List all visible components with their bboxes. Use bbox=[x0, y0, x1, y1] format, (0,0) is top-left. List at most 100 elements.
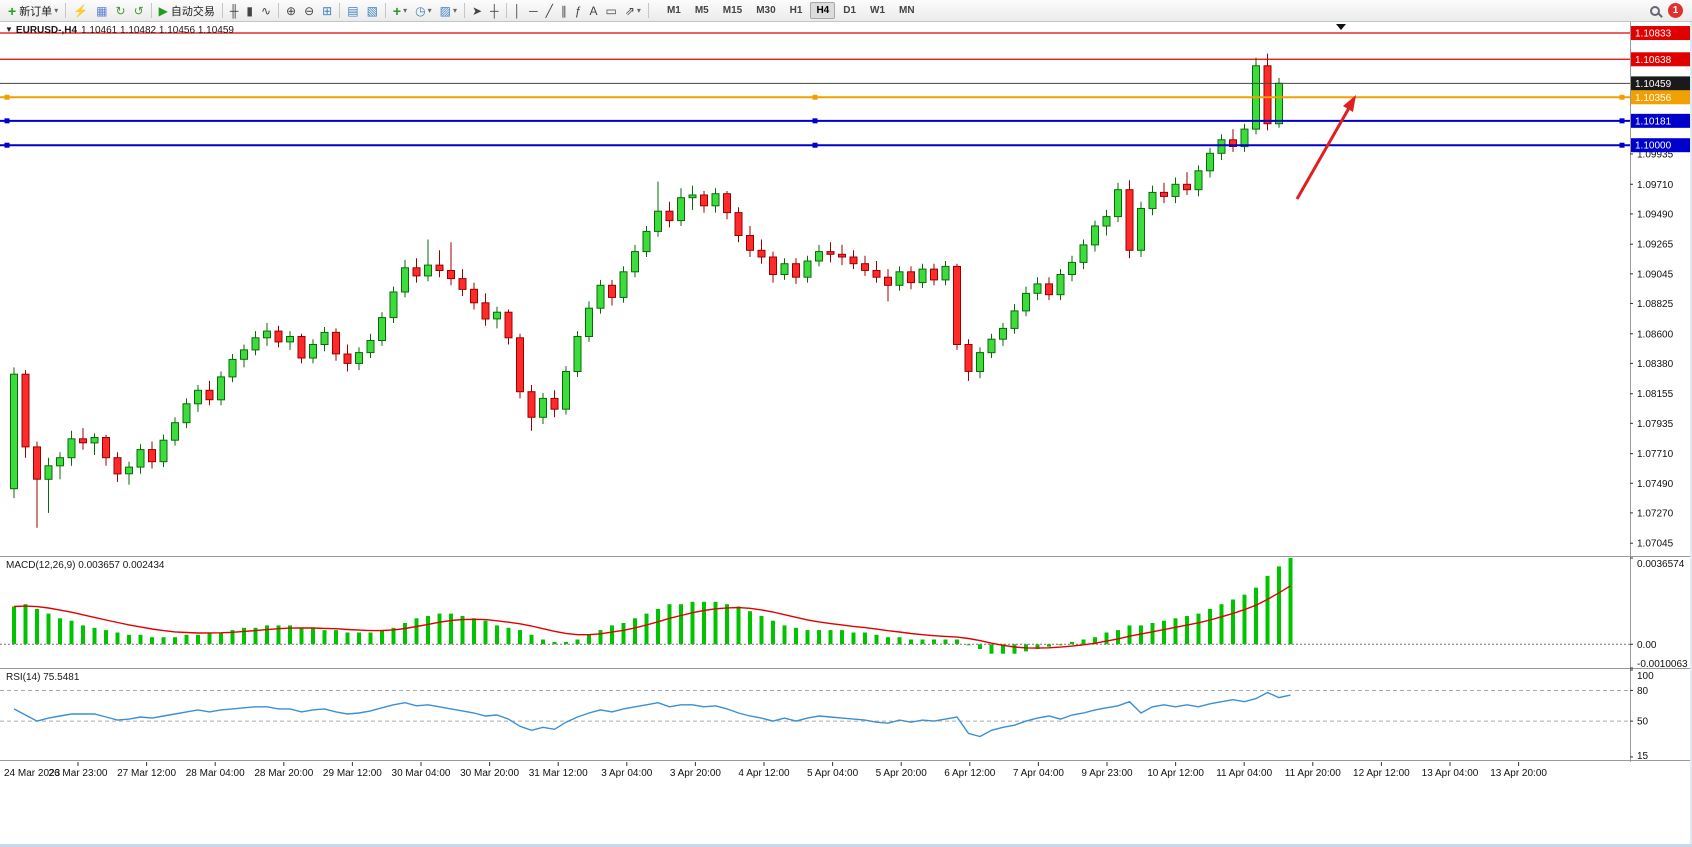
svg-text:1.07710: 1.07710 bbox=[1637, 449, 1674, 460]
arrows-button[interactable]: ⇗ ▾ bbox=[621, 2, 645, 20]
svg-text:3 Apr 04:00: 3 Apr 04:00 bbox=[601, 768, 653, 779]
one-click-trading-toggle-icon[interactable]: ▼ bbox=[5, 25, 13, 34]
candles-layer bbox=[10, 53, 1283, 528]
trendline-icon: ╱ bbox=[545, 3, 553, 18]
line-chart-button[interactable]: ∿ bbox=[257, 2, 275, 20]
svg-text:1.08825: 1.08825 bbox=[1637, 299, 1674, 310]
toolbar-separator bbox=[463, 3, 465, 18]
price-axis: 1.09935 1.09710 1.09490 1.09265 1.09045 1.088… bbox=[1630, 149, 1674, 550]
metaeditor-icon: ⚡ bbox=[73, 3, 89, 18]
text-label-icon: ▭ bbox=[605, 3, 617, 18]
svg-text:31 Mar 12:00: 31 Mar 12:00 bbox=[529, 768, 588, 779]
auto-trading-button[interactable]: ▶ 自动交易 bbox=[155, 2, 219, 20]
line-chart-icon: ∿ bbox=[260, 3, 272, 18]
search-icon[interactable] bbox=[1650, 5, 1660, 16]
indicators-button[interactable]: + ▾ bbox=[389, 2, 411, 20]
timeframe-w1-button[interactable]: W1 bbox=[870, 5, 886, 16]
trend-arrow[interactable] bbox=[1295, 95, 1356, 200]
toolbar-separator bbox=[150, 3, 152, 18]
channel-icon: ∥ bbox=[560, 3, 567, 18]
data-window-button[interactable]: ▤ bbox=[343, 2, 362, 20]
svg-text:27 Mar 12:00: 27 Mar 12:00 bbox=[117, 768, 176, 779]
timeframe-h4-button[interactable]: H4 bbox=[810, 2, 836, 19]
svg-text:26 Mar 23:00: 26 Mar 23:00 bbox=[49, 768, 108, 779]
timeframe-h1-button[interactable]: H1 bbox=[789, 5, 803, 16]
vertical-line-button[interactable]: │ bbox=[510, 2, 526, 20]
timeframe-m30-button[interactable]: M30 bbox=[756, 5, 776, 16]
caret-down-icon: ▾ bbox=[636, 6, 641, 15]
templates-button[interactable]: ▨ ▾ bbox=[436, 2, 461, 20]
svg-text:13 Apr 20:00: 13 Apr 20:00 bbox=[1490, 768, 1547, 779]
window-right-edge bbox=[1690, 22, 1692, 847]
templates-icon: ▨ bbox=[439, 3, 451, 18]
text-button[interactable]: A bbox=[586, 2, 602, 20]
rsi-label: RSI(14) 75.5481 bbox=[6, 672, 79, 683]
svg-text:6 Apr 12:00: 6 Apr 12:00 bbox=[944, 768, 996, 779]
svg-text:80: 80 bbox=[1637, 686, 1649, 697]
toolbar-separator bbox=[384, 3, 386, 18]
macd-indicator-name: MACD(12,26,9) bbox=[6, 560, 76, 571]
candlestick-chart-button[interactable]: ▮ bbox=[242, 2, 257, 20]
timeframe-d1-button[interactable]: D1 bbox=[843, 5, 857, 16]
zoom-in-button[interactable]: ⊕ bbox=[282, 2, 300, 20]
toolbar-buttons: + 新订单 ▾ ⚡ ▦ ↻ ↺ ▶ 自动交易 ╫ ▮ ∿ ⊕ ⊖ ⊞ ▤ ▧ + ▾ ◷ ▾ ▨ ▾ ➤ ┼ │ ─ ╱ ∥ ƒ A ▭ ⇗ ▾ bbox=[4, 2, 652, 20]
market-watch-icon: ▦ bbox=[96, 3, 108, 18]
auto-trading-icon: ▶ bbox=[158, 3, 168, 18]
svg-text:1.07270: 1.07270 bbox=[1637, 508, 1674, 519]
svg-text:1.09710: 1.09710 bbox=[1637, 180, 1674, 191]
svg-text:1.10356: 1.10356 bbox=[1635, 93, 1672, 104]
refresh-button[interactable]: ↻ bbox=[112, 2, 130, 20]
new-order-button-label: 新订单 bbox=[19, 5, 53, 18]
zoom-out-icon: ⊖ bbox=[304, 3, 315, 18]
tile-windows-icon: ⊞ bbox=[322, 3, 333, 18]
caret-down-icon: ▾ bbox=[427, 6, 432, 15]
fibonacci-button[interactable]: ƒ bbox=[571, 2, 586, 20]
crosshair-icon: ┼ bbox=[490, 3, 499, 18]
auto-trading-button-label: 自动交易 bbox=[170, 5, 215, 18]
tile-windows-button[interactable]: ⊞ bbox=[318, 2, 336, 20]
timeframe-m5-button[interactable]: M5 bbox=[694, 5, 709, 16]
svg-text:7 Apr 04:00: 7 Apr 04:00 bbox=[1013, 768, 1065, 779]
timeframe-m1-button[interactable]: M1 bbox=[666, 5, 681, 16]
periods-button[interactable]: ◷ ▾ bbox=[411, 2, 436, 20]
price-level-lines[interactable] bbox=[0, 32, 1630, 148]
macd-indicator-values: 0.003657 0.002434 bbox=[78, 560, 165, 571]
arrows-icon: ⇗ bbox=[624, 3, 635, 18]
candlestick-chart-icon: ▮ bbox=[246, 3, 253, 18]
svg-text:1.10638: 1.10638 bbox=[1635, 55, 1672, 66]
svg-text:1.09490: 1.09490 bbox=[1637, 209, 1674, 220]
fibonacci-icon: ƒ bbox=[574, 3, 582, 18]
periods-icon: ◷ bbox=[415, 3, 426, 18]
svg-text:1.10459: 1.10459 bbox=[1635, 79, 1672, 90]
horizontal-line-button[interactable]: ─ bbox=[525, 2, 542, 20]
crosshair-button[interactable]: ┼ bbox=[486, 2, 503, 20]
trendline-button[interactable]: ╱ bbox=[542, 2, 557, 20]
zoom-out-button[interactable]: ⊖ bbox=[300, 2, 318, 20]
new-order-button[interactable]: + 新订单 ▾ bbox=[4, 2, 62, 20]
bar-chart-icon: ╫ bbox=[229, 3, 239, 18]
strategy-tester-button[interactable]: ▧ bbox=[363, 2, 382, 20]
metaeditor-button[interactable]: ⚡ bbox=[69, 2, 92, 20]
timeframe-mn-button[interactable]: MN bbox=[899, 5, 915, 16]
svg-text:100: 100 bbox=[1637, 671, 1654, 682]
svg-text:1.10000: 1.10000 bbox=[1635, 141, 1672, 152]
channel-button[interactable]: ∥ bbox=[557, 2, 571, 20]
main-toolbar: + 新订单 ▾ ⚡ ▦ ↻ ↺ ▶ 自动交易 ╫ ▮ ∿ ⊕ ⊖ ⊞ ▤ ▧ + ▾ ◷ ▾ ▨ ▾ ➤ ┼ │ ─ ╱ ∥ ƒ A ▭ ⇗ ▾ … bbox=[0, 0, 1692, 22]
text-label-button[interactable]: ▭ bbox=[602, 2, 621, 20]
history-center-icon: ↺ bbox=[133, 3, 144, 18]
svg-text:1.10833: 1.10833 bbox=[1635, 29, 1672, 40]
svg-text:15: 15 bbox=[1637, 751, 1649, 762]
market-watch-button[interactable]: ▦ bbox=[92, 2, 111, 20]
cursor-button[interactable]: ➤ bbox=[468, 2, 486, 20]
rsi-indicator-value: 75.5481 bbox=[43, 672, 80, 683]
svg-text:13 Apr 04:00: 13 Apr 04:00 bbox=[1422, 768, 1479, 779]
macd-label: MACD(12,26,9) 0.003657 0.002434 bbox=[6, 560, 164, 571]
bar-chart-button[interactable]: ╫ bbox=[226, 2, 243, 20]
timeframe-m15-button[interactable]: M15 bbox=[722, 5, 743, 16]
notification-badge[interactable]: 1 bbox=[1668, 3, 1683, 18]
svg-text:1.07935: 1.07935 bbox=[1637, 419, 1674, 430]
rsi-axis: 100 80 50 15 bbox=[1630, 669, 1654, 762]
history-center-button[interactable]: ↺ bbox=[130, 2, 148, 20]
